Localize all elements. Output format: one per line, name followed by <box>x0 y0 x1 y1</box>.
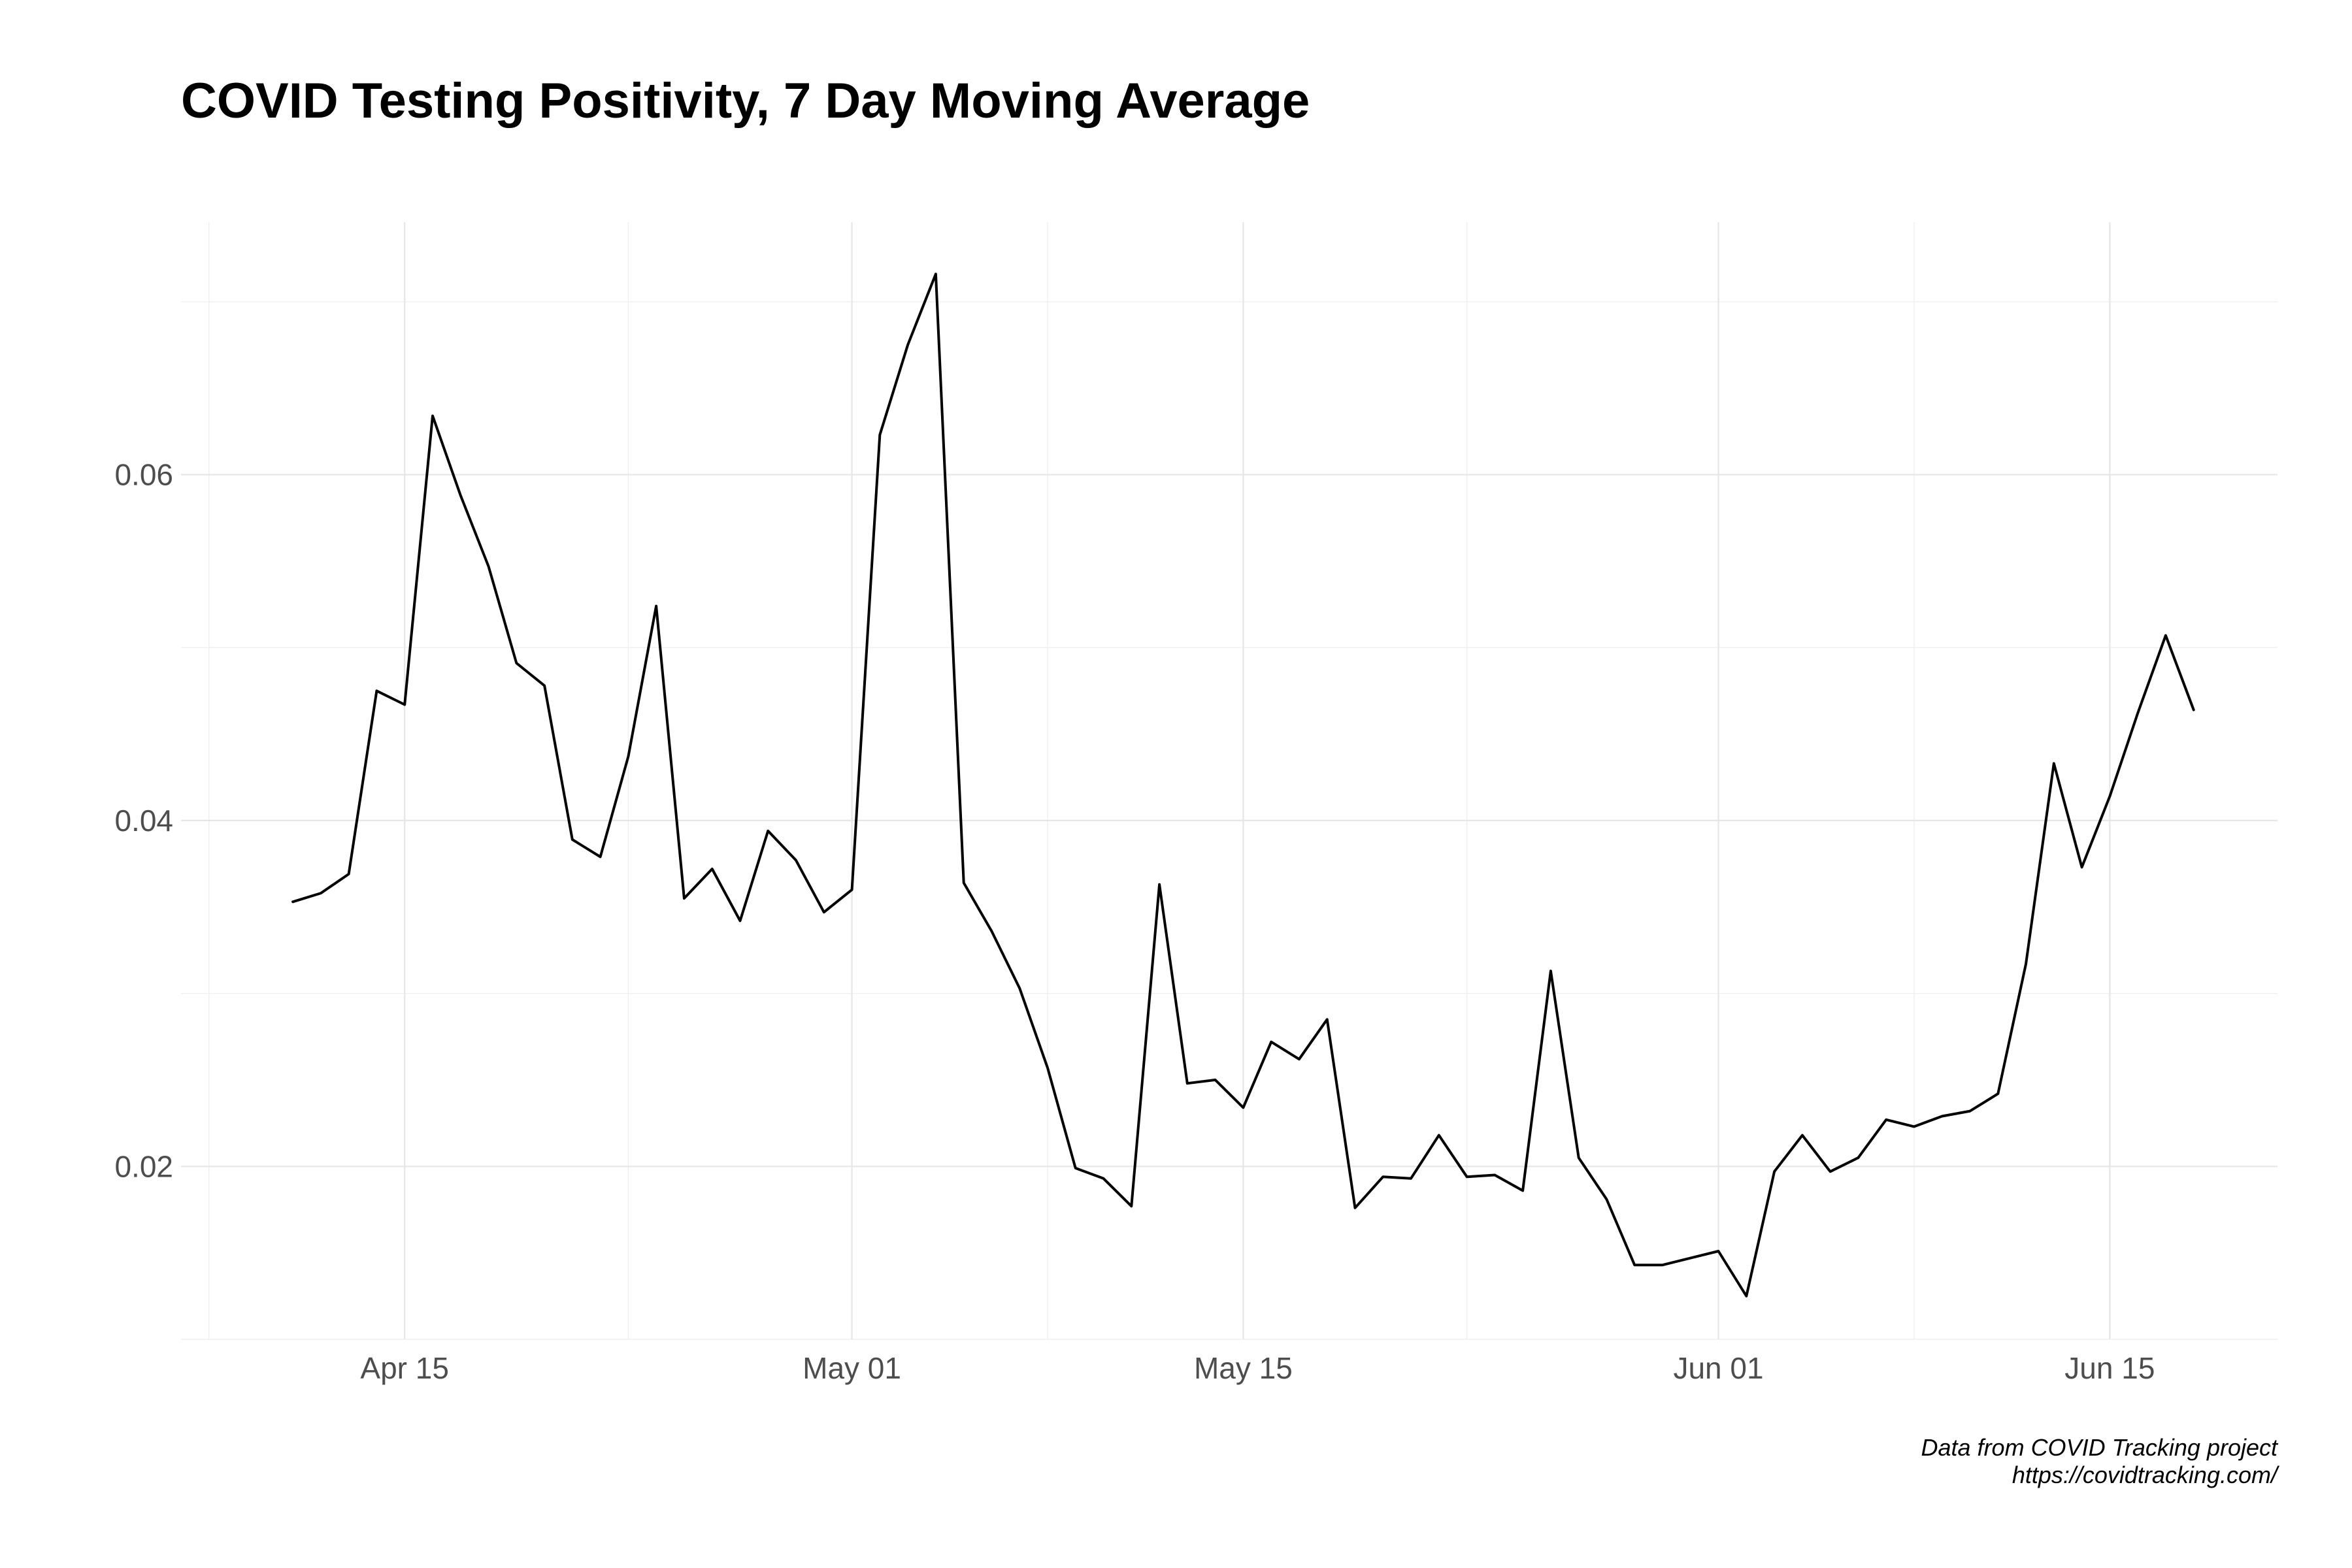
x-tick-label: May 15 <box>1194 1351 1293 1385</box>
chart-title: COVID Testing Positivity, 7 Day Moving A… <box>181 73 1310 129</box>
series-line <box>291 272 2195 1298</box>
caption-source: Data from COVID Tracking project <box>1921 1434 2279 1461</box>
y-tick-label: 0.04 <box>114 804 173 838</box>
grid <box>181 222 2277 1340</box>
y-tick-label: 0.06 <box>114 457 173 491</box>
series-layer <box>291 272 2195 1298</box>
y-axis-ticks: 0.02 0.04 0.06 <box>114 457 173 1183</box>
x-axis-ticks: Apr 15 May 01 May 15 Jun 01 Jun 15 <box>360 1351 2155 1385</box>
x-tick-label: May 01 <box>803 1351 901 1385</box>
x-tick-label: Apr 15 <box>360 1351 449 1385</box>
x-tick-label: Jun 01 <box>1673 1351 1763 1385</box>
x-tick-label: Jun 15 <box>2064 1351 2155 1385</box>
caption-url: https://covidtracking.com/ <box>2012 1462 2280 1488</box>
y-tick-label: 0.02 <box>114 1149 173 1183</box>
